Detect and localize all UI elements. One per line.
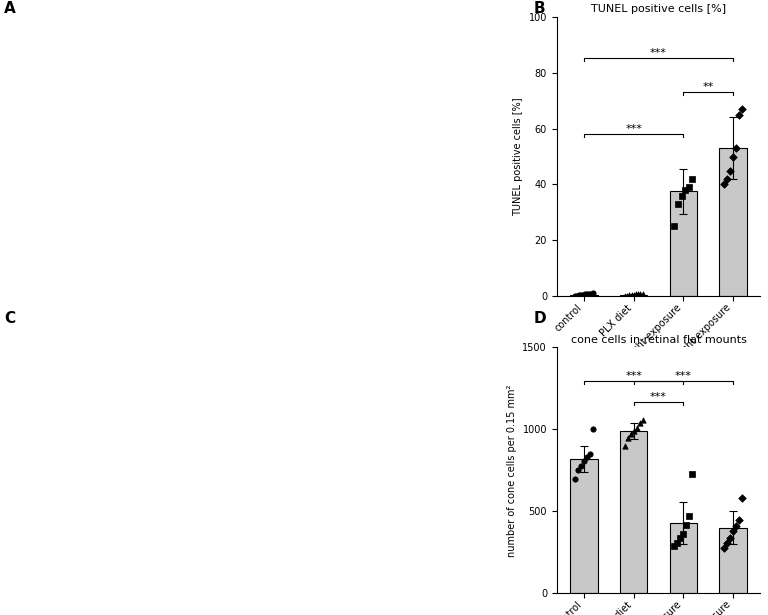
Point <box>668 221 680 231</box>
Point <box>619 441 631 451</box>
Y-axis label: TUNEL positive cells [%]: TUNEL positive cells [%] <box>513 97 523 216</box>
Text: PLX diet: PLX diet <box>187 330 222 339</box>
Point <box>679 185 691 195</box>
Point <box>637 288 649 298</box>
Point <box>583 289 595 299</box>
Point <box>587 424 599 434</box>
Point <box>569 474 581 483</box>
Point <box>578 456 591 466</box>
Text: light exposure: light exposure <box>306 330 366 339</box>
Bar <box>571 459 598 593</box>
Point <box>733 515 745 525</box>
Point <box>573 290 585 300</box>
Point <box>721 538 733 547</box>
Point <box>668 541 680 551</box>
Point <box>619 291 631 301</box>
Point <box>577 290 589 300</box>
Point <box>686 174 698 184</box>
Point <box>677 530 690 539</box>
Title: TUNEL positive cells [%]: TUNEL positive cells [%] <box>591 4 726 14</box>
Point <box>631 423 643 433</box>
Point <box>718 542 730 552</box>
Text: light exposure/PLX diet: light exposure/PLX diet <box>419 330 517 339</box>
Point <box>672 199 684 209</box>
Point <box>634 289 647 299</box>
Text: control: control <box>59 1 88 10</box>
Point <box>632 289 644 299</box>
Point <box>730 522 742 531</box>
Text: **: ** <box>703 82 713 92</box>
Point <box>575 290 588 300</box>
Point <box>674 533 687 542</box>
Point <box>572 466 584 475</box>
Text: PLX diet: PLX diet <box>187 1 222 10</box>
Point <box>569 291 581 301</box>
Point <box>571 291 583 301</box>
Text: ***: *** <box>675 371 692 381</box>
Point <box>683 183 695 192</box>
Point <box>579 290 591 300</box>
Point <box>736 493 748 503</box>
Point <box>581 289 593 299</box>
Point <box>630 290 642 300</box>
Title: cone cells in retinal flat mounts: cone cells in retinal flat mounts <box>571 335 746 345</box>
Point <box>733 109 745 119</box>
Bar <box>571 295 598 296</box>
Point <box>684 512 696 522</box>
Text: PLX diet + light exposure: PLX diet + light exposure <box>415 1 521 10</box>
Bar <box>670 191 697 296</box>
Text: C: C <box>4 311 15 325</box>
Point <box>624 429 637 439</box>
Point <box>724 533 737 542</box>
Point <box>623 290 635 300</box>
Bar <box>620 431 647 593</box>
Point <box>637 415 649 424</box>
Point <box>680 520 693 530</box>
Point <box>581 453 593 462</box>
Point <box>621 433 634 443</box>
Point <box>727 526 739 536</box>
Point <box>730 143 742 153</box>
Point <box>621 291 633 301</box>
Point <box>721 174 733 184</box>
Point <box>675 191 687 200</box>
Point <box>671 538 684 547</box>
Point <box>727 151 739 161</box>
Y-axis label: number of cone cells per 0.15 mm²: number of cone cells per 0.15 mm² <box>507 384 517 557</box>
Point <box>627 290 640 300</box>
Text: light exposure: light exposure <box>306 1 366 10</box>
Point <box>585 288 598 298</box>
Text: ***: *** <box>650 48 667 58</box>
Text: ***: *** <box>650 392 667 402</box>
Point <box>584 449 596 459</box>
Point <box>634 418 646 428</box>
Text: D: D <box>534 311 546 325</box>
Text: ***: *** <box>625 124 642 133</box>
Point <box>718 180 730 189</box>
Bar <box>670 523 697 593</box>
Text: A: A <box>4 1 15 16</box>
Bar <box>620 295 647 296</box>
Point <box>627 426 640 436</box>
Point <box>724 165 737 175</box>
Point <box>625 290 637 300</box>
Bar <box>720 148 746 296</box>
Point <box>575 461 588 470</box>
Text: B: B <box>534 1 545 16</box>
Point <box>686 469 698 478</box>
Bar <box>720 528 746 593</box>
Text: ***: *** <box>625 371 642 381</box>
Point <box>587 288 599 298</box>
Text: control: control <box>59 330 88 339</box>
Point <box>736 104 748 114</box>
